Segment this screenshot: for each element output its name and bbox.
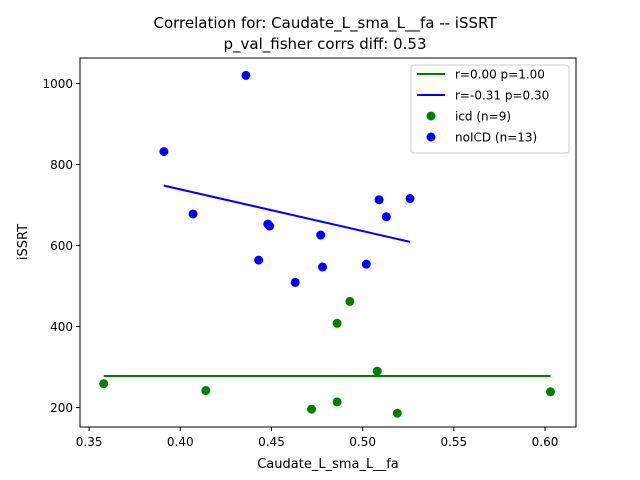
point-series-1-1 [188, 209, 198, 219]
point-series-0-5 [345, 296, 355, 306]
point-series-0-7 [392, 408, 402, 418]
x-tick-label-2: 0.45 [258, 435, 285, 449]
point-series-1-12 [405, 194, 415, 204]
x-tick-label-0: 0.35 [76, 435, 103, 449]
x-tick-label-1: 0.40 [167, 435, 194, 449]
point-series-1-3 [254, 255, 264, 265]
point-series-0-1 [201, 386, 211, 396]
chart-title: Correlation for: Caudate_L_sma_L__fa -- … [153, 14, 497, 33]
point-series-1-5 [265, 221, 275, 231]
point-series-0-3 [332, 397, 342, 407]
y-axis-ticks: 200 400 600 800 1000 [42, 77, 80, 415]
chart-subtitle: p_val_fisher corrs diff: 0.53 [223, 35, 426, 54]
y-tick-label-4: 1000 [42, 77, 73, 91]
legend: r=0.00 p=1.00 r=-0.31 p=0.30 icd (n=9) noIC… [410, 64, 570, 154]
point-series-1-2 [241, 70, 251, 80]
plot-marks [99, 70, 555, 418]
point-series-0-8 [545, 387, 555, 397]
point-series-1-10 [374, 195, 384, 205]
point-series-1-9 [361, 259, 371, 269]
point-series-0-2 [307, 404, 317, 414]
legend-label-3: noICD (n=13) [455, 131, 537, 145]
y-tick-label-0: 200 [50, 401, 73, 415]
legend-label-0: r=0.00 p=1.00 [455, 68, 545, 82]
point-series-0-4 [332, 318, 342, 328]
x-tick-label-5: 0.60 [532, 435, 559, 449]
x-axis-ticks: 0.35 0.40 0.45 0.50 0.55 0.60 [76, 427, 559, 449]
legend-label-1: r=-0.31 p=0.30 [455, 89, 549, 103]
point-series-1-7 [316, 230, 326, 240]
point-series-0-6 [372, 366, 382, 376]
x-tick-label-4: 0.55 [440, 435, 467, 449]
point-series-1-6 [290, 277, 300, 287]
legend-marker-swatch-3 [426, 132, 436, 142]
legend-label-2: icd (n=9) [455, 110, 511, 124]
x-tick-label-3: 0.50 [349, 435, 376, 449]
legend-marker-swatch-2 [426, 111, 436, 121]
y-axis-label: iSSRT [16, 224, 31, 260]
fit-line-series-1 [163, 184, 411, 243]
y-tick-label-1: 400 [50, 320, 73, 334]
y-tick-label-3: 800 [50, 158, 73, 172]
y-tick-label-2: 600 [50, 239, 73, 253]
plot-area-frame [79, 57, 577, 428]
point-series-1-11 [381, 212, 391, 222]
point-series-1-0 [159, 147, 169, 157]
x-axis-label: Caudate_L_sma_L__fa [257, 457, 399, 472]
point-series-1-8 [318, 262, 328, 272]
legend-box [410, 64, 570, 154]
point-series-0-0 [99, 379, 109, 389]
